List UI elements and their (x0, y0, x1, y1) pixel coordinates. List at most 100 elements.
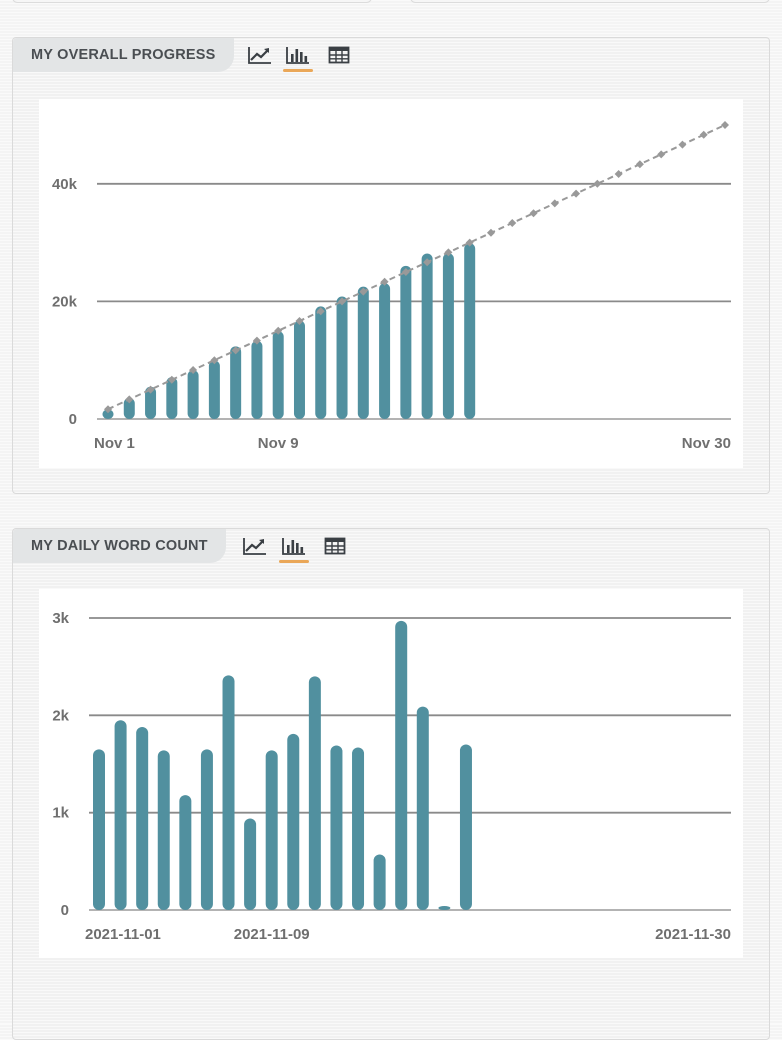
bar (373, 854, 386, 910)
y-tick-label: 1k (52, 805, 69, 822)
bar (200, 749, 213, 910)
bar (459, 744, 472, 910)
target-point (359, 287, 368, 296)
bar (179, 795, 192, 910)
bar (93, 749, 105, 910)
bar (102, 409, 114, 419)
target-point (572, 189, 581, 198)
target-point (146, 385, 155, 394)
bar (114, 720, 127, 910)
bar (336, 296, 348, 419)
target-point (699, 130, 708, 139)
bar (287, 733, 300, 910)
bar (157, 750, 170, 910)
bar (395, 620, 408, 910)
target-point (529, 209, 538, 218)
target-point (508, 219, 517, 228)
target-point (550, 199, 559, 208)
bar (166, 377, 178, 419)
daily-word-count-chart: 0 1k 2k 3k 2021-11-01 2021-11-09 2021-11-30 (52, 610, 731, 943)
target-point (210, 356, 219, 365)
daily-word-count-panel: MY DAILY WORD COUNT 0 1k 2k 3k 2021-11-01 202… (12, 528, 770, 1040)
line-chart-icon (243, 538, 266, 555)
y-tick-label: 0 (61, 902, 69, 919)
bar (230, 346, 242, 419)
bar (442, 253, 454, 419)
bar (244, 818, 257, 910)
target-point (465, 238, 474, 247)
x-tick-label: 2021-11-09 (234, 926, 310, 943)
bar-chart-icon (282, 538, 305, 555)
target-point (423, 258, 432, 267)
bar (400, 265, 412, 419)
previous-panel-edge-right (410, 0, 770, 3)
x-tick-label: Nov 30 (682, 435, 731, 452)
bar-chart-view-button[interactable] (283, 42, 313, 72)
x-tick-label: 2021-11-30 (655, 926, 731, 943)
y-tick-label: 2k (52, 707, 69, 724)
bar (222, 675, 235, 910)
line-chart-icon (248, 47, 271, 64)
target-point (125, 395, 134, 404)
target-point (231, 346, 240, 355)
bar (315, 306, 327, 419)
target-point (189, 366, 198, 375)
table-icon (324, 537, 346, 555)
x-tick-label: 2021-11-01 (85, 926, 161, 943)
table-icon (328, 46, 350, 64)
bar (438, 906, 451, 910)
target-point (614, 169, 623, 178)
overall-progress-panel: MY OVERALL PROGRESS 0 20k 40k Nov 1 Nov 9 Nov… (12, 37, 770, 494)
bar (421, 253, 433, 419)
bar (464, 243, 476, 419)
bar-chart-icon (286, 47, 309, 64)
target-point (316, 307, 325, 316)
line-chart-view-button[interactable] (245, 42, 275, 68)
daily-word-count-chart-area: 0 1k 2k 3k 2021-11-01 2021-11-09 2021-11-30 (39, 589, 743, 958)
bar (251, 340, 263, 419)
bar (265, 750, 278, 910)
bar (379, 283, 391, 419)
x-tick-label: Nov 9 (258, 435, 299, 452)
bar (272, 331, 284, 419)
target-point (380, 277, 389, 286)
target-point (635, 160, 644, 169)
panel-title: MY DAILY WORD COUNT (13, 529, 226, 563)
panel-title: MY OVERALL PROGRESS (13, 38, 234, 72)
target-point (444, 248, 453, 257)
target-point (104, 405, 112, 414)
bar (145, 386, 157, 419)
target-point (167, 375, 176, 384)
bar (357, 286, 369, 419)
bar (123, 397, 135, 419)
target-point (252, 336, 261, 345)
bar (208, 360, 220, 419)
bar (416, 706, 429, 910)
bar (352, 747, 365, 910)
bar (187, 370, 199, 419)
y-tick-label: 3k (52, 610, 69, 627)
table-view-button[interactable] (320, 533, 350, 559)
x-tick-label: Nov 1 (94, 435, 135, 452)
target-point (486, 228, 495, 237)
bar (293, 320, 305, 419)
overall-progress-chart-area: 0 20k 40k Nov 1 Nov 9 Nov 30 (39, 99, 743, 468)
target-point (295, 316, 304, 325)
y-tick-label: 20k (52, 293, 78, 310)
y-tick-label: 0 (69, 411, 77, 428)
bar (330, 745, 343, 910)
target-point (678, 140, 687, 149)
target-point (593, 179, 602, 188)
target-point (657, 150, 666, 159)
target-point (401, 268, 410, 276)
overall-progress-chart: 0 20k 40k Nov 1 Nov 9 Nov 30 (52, 121, 731, 452)
line-chart-view-button[interactable] (240, 533, 270, 559)
bar-chart-view-button[interactable] (279, 533, 309, 563)
bar (136, 727, 149, 910)
target-point (274, 326, 283, 335)
y-tick-label: 40k (52, 176, 78, 193)
table-view-button[interactable] (324, 42, 354, 68)
bar (308, 676, 321, 910)
previous-panel-edge-left (12, 0, 372, 3)
target-point (338, 297, 347, 306)
